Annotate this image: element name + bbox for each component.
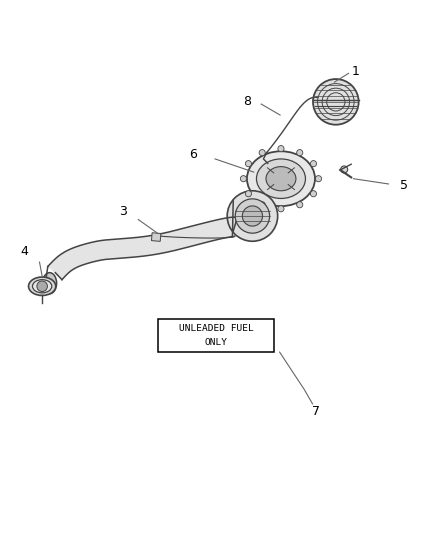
Text: 5: 5 (399, 179, 407, 192)
Text: 3: 3 (119, 205, 127, 218)
Ellipse shape (247, 151, 314, 206)
Text: 4: 4 (20, 245, 28, 257)
Ellipse shape (242, 206, 262, 226)
Ellipse shape (32, 280, 52, 293)
Text: UNLEADED FUEL: UNLEADED FUEL (178, 324, 253, 333)
Ellipse shape (42, 273, 57, 294)
Bar (158, 319, 274, 352)
Circle shape (310, 160, 316, 167)
Text: ONLY: ONLY (204, 338, 227, 347)
Circle shape (277, 206, 283, 212)
Circle shape (296, 201, 302, 208)
Circle shape (258, 201, 265, 208)
Ellipse shape (235, 199, 269, 233)
Circle shape (277, 146, 283, 152)
Circle shape (37, 281, 47, 292)
Bar (151, 233, 160, 241)
Circle shape (245, 191, 251, 197)
Text: 1: 1 (351, 64, 359, 78)
Polygon shape (48, 217, 237, 280)
Circle shape (340, 166, 347, 173)
Circle shape (314, 176, 321, 182)
Circle shape (296, 150, 302, 156)
Ellipse shape (256, 159, 305, 198)
Text: 8: 8 (242, 95, 250, 108)
Circle shape (245, 160, 251, 167)
Ellipse shape (227, 191, 277, 241)
Circle shape (312, 79, 358, 125)
Circle shape (310, 191, 316, 197)
Circle shape (240, 176, 246, 182)
Circle shape (258, 150, 265, 156)
Ellipse shape (265, 167, 295, 191)
Text: 7: 7 (311, 405, 319, 418)
Ellipse shape (28, 277, 56, 295)
Text: 6: 6 (189, 148, 197, 161)
